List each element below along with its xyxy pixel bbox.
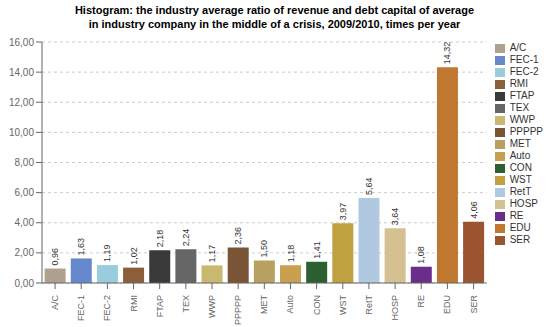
svg-text:3,97: 3,97 [338, 203, 348, 221]
svg-text:14,00: 14,00 [9, 67, 34, 78]
svg-text:WWP: WWP [207, 295, 217, 318]
svg-text:A/C: A/C [50, 295, 60, 311]
html-text:FEC-2: FEC-2 [509, 66, 539, 77]
svg-text:HOSP: HOSP [390, 295, 400, 321]
svg-text:2,36: 2,36 [233, 227, 243, 245]
html-text:Histogram: the industry averag: Histogram: the industry average ratio of… [74, 4, 475, 16]
svg-text:TEX: TEX [181, 295, 191, 313]
html-text:FEC-1: FEC-1 [509, 54, 539, 65]
html-text:in industry company in the mid: in industry company in the middle of a c… [88, 18, 461, 30]
html-text:RE: RE [509, 210, 524, 221]
svg-text:FEC-2: FEC-2 [102, 295, 112, 321]
svg-text:SER: SER [469, 295, 479, 314]
html-text:RetT: RetT [509, 186, 532, 197]
html-text:RMI: RMI [509, 78, 528, 89]
html-text:HOSP: HOSP [509, 198, 538, 209]
html-text:FTAP: FTAP [509, 90, 535, 101]
svg-text:RMI: RMI [129, 295, 139, 312]
svg-text:4,06: 4,06 [469, 201, 479, 219]
svg-text:1,41: 1,41 [312, 241, 322, 259]
svg-text:1,02: 1,02 [129, 247, 139, 265]
svg-text:CON: CON [312, 295, 322, 315]
svg-text:2,00: 2,00 [15, 247, 35, 258]
svg-text:1,19: 1,19 [102, 245, 112, 263]
html-text:TEX: TEX [509, 102, 530, 113]
svg-text:2,24: 2,24 [181, 229, 191, 247]
svg-text:8,00: 8,00 [15, 157, 35, 168]
svg-text:MET: MET [259, 295, 269, 315]
svg-text:1,18: 1,18 [286, 245, 296, 263]
svg-text:RetT: RetT [364, 295, 374, 315]
svg-text:PPPPP: PPPPP [233, 295, 243, 325]
svg-text:14,32: 14,32 [442, 42, 452, 65]
svg-text:0,00: 0,00 [15, 278, 35, 289]
svg-text:1,17: 1,17 [207, 245, 217, 263]
svg-text:4,00: 4,00 [15, 217, 35, 228]
html-text:Auto: Auto [509, 150, 531, 161]
html-text:SER: SER [509, 234, 531, 245]
html-text:CON: CON [509, 162, 532, 173]
svg-text:RE: RE [416, 295, 426, 308]
svg-text:FTAP: FTAP [155, 295, 165, 317]
svg-text:0,96: 0,96 [50, 248, 60, 266]
svg-text:2,18: 2,18 [155, 230, 165, 248]
svg-text:16,00: 16,00 [9, 37, 34, 48]
svg-text:FEC-1: FEC-1 [76, 295, 86, 321]
html-text:WST: WST [509, 174, 532, 185]
svg-text:10,00: 10,00 [9, 127, 34, 138]
svg-text:1,50: 1,50 [259, 240, 269, 258]
html-text:EDU: EDU [509, 222, 531, 233]
html-text:A/C: A/C [509, 42, 527, 53]
svg-text:1,08: 1,08 [416, 246, 426, 264]
html-text:WWP: WWP [509, 114, 536, 125]
html-text:MET: MET [509, 138, 531, 149]
svg-text:12,00: 12,00 [9, 97, 34, 108]
svg-text:5,64: 5,64 [364, 178, 374, 196]
svg-text:Auto: Auto [285, 295, 295, 314]
html-text:PPPPP: PPPPP [509, 126, 543, 137]
svg-text:3,64: 3,64 [390, 208, 400, 226]
svg-text:6,00: 6,00 [15, 187, 35, 198]
svg-text:EDU: EDU [442, 295, 452, 314]
svg-text:WST: WST [338, 295, 348, 315]
svg-text:1,63: 1,63 [76, 238, 86, 256]
